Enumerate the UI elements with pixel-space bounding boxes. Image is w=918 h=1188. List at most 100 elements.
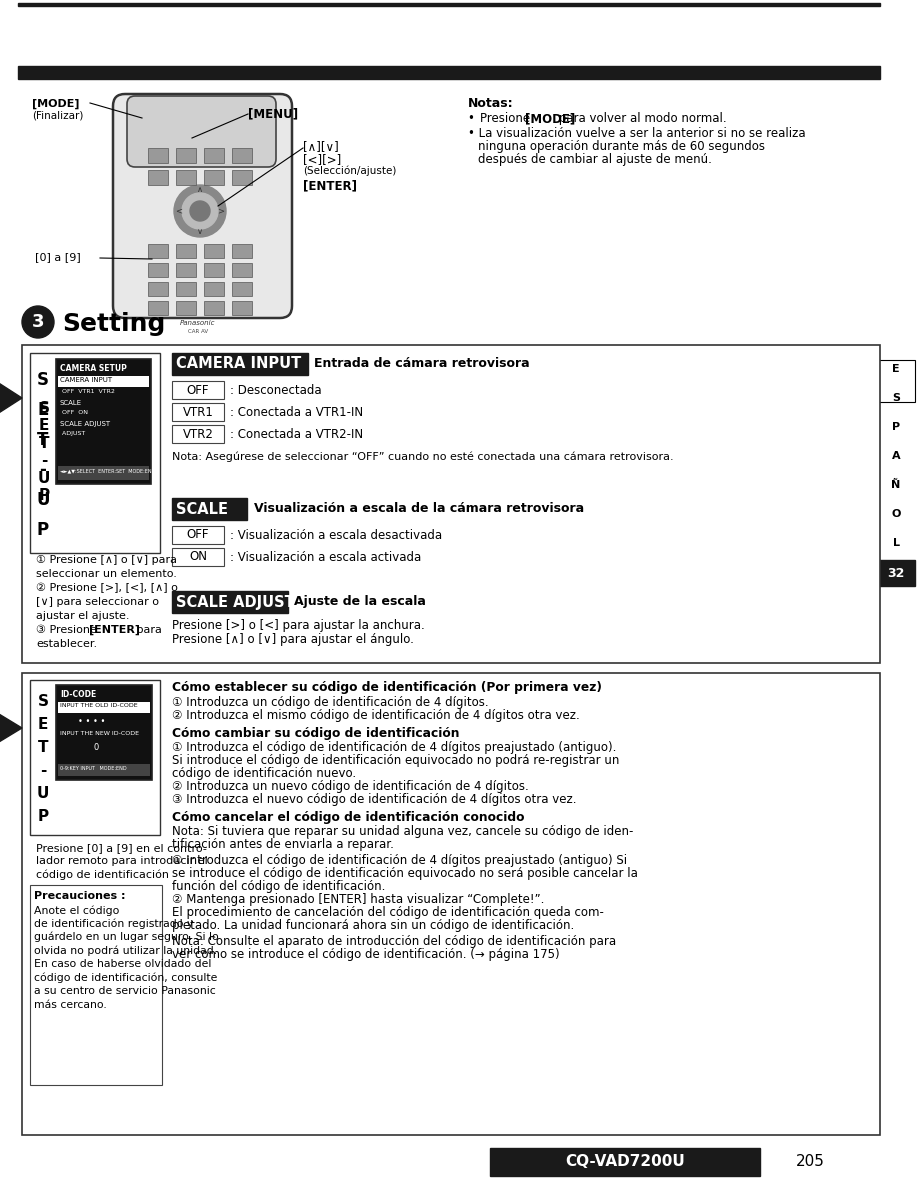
Text: [<][>]: [<][>]: [303, 153, 341, 166]
Bar: [56, 359, 151, 484]
Text: P: P: [38, 809, 49, 824]
Circle shape: [182, 192, 218, 229]
Text: >: >: [218, 207, 225, 215]
Text: S: S: [37, 371, 49, 388]
Text: a su centro de servicio Panasonic: a su centro de servicio Panasonic: [34, 986, 216, 996]
Bar: [172, 498, 247, 520]
Bar: [176, 301, 196, 315]
Text: Si introduce el código de identificación equivocado no podrá re-registrar un: Si introduce el código de identificación…: [172, 754, 620, 767]
Text: tificación antes de enviarla a reparar.: tificación antes de enviarla a reparar.: [172, 838, 394, 851]
Bar: [172, 548, 224, 565]
Bar: [172, 381, 224, 399]
Text: T: T: [38, 431, 49, 449]
Text: -: -: [39, 763, 46, 778]
Text: [∧][∨]: [∧][∨]: [303, 140, 339, 153]
Text: después de cambiar al ajuste de menú.: después de cambiar al ajuste de menú.: [478, 153, 711, 166]
Text: L: L: [892, 538, 900, 548]
Text: : Conectada a VTR1-IN: : Conectada a VTR1-IN: [230, 406, 364, 419]
Text: Notas:: Notas:: [468, 97, 514, 110]
Text: ② Introduzca un nuevo código de identificación de 4 dígitos.: ② Introduzca un nuevo código de identifi…: [172, 781, 529, 794]
Text: [∨] para seleccionar o: [∨] para seleccionar o: [36, 598, 159, 607]
Bar: [877, 560, 915, 586]
Text: ③ Presione: ③ Presione: [36, 625, 100, 636]
Polygon shape: [0, 380, 22, 416]
Text: ninguna operación durante más de 60 segundos: ninguna operación durante más de 60 segu…: [478, 140, 765, 153]
Text: : Desconectada: : Desconectada: [230, 384, 321, 397]
Bar: [148, 263, 168, 277]
Text: -: -: [39, 461, 47, 479]
Text: Anote el código: Anote el código: [34, 905, 119, 916]
Bar: [172, 403, 224, 421]
Text: 3: 3: [32, 312, 44, 331]
Bar: [204, 148, 224, 163]
Text: Ajuste de la escala: Ajuste de la escala: [294, 595, 426, 608]
Bar: [232, 148, 252, 163]
Bar: [204, 244, 224, 258]
Text: [0] a [9]: [0] a [9]: [35, 252, 81, 263]
Text: Nota: Si tuviera que reparar su unidad alguna vez, cancele su código de iden-: Nota: Si tuviera que reparar su unidad a…: [172, 824, 633, 838]
Text: S: S: [892, 393, 900, 403]
Text: [ENTER]: [ENTER]: [303, 179, 357, 192]
Text: E: E: [892, 364, 900, 374]
Text: Setting: Setting: [62, 312, 165, 336]
Text: ajustar el ajuste.: ajustar el ajuste.: [36, 611, 129, 621]
Text: SCALE ADJUST: SCALE ADJUST: [176, 594, 295, 609]
Text: • La visualización vuelve a ser la anterior si no se realiza: • La visualización vuelve a ser la anter…: [468, 127, 806, 140]
Bar: [204, 170, 224, 185]
Text: : Visualización a escala desactivada: : Visualización a escala desactivada: [230, 529, 442, 542]
Bar: [172, 425, 224, 443]
Bar: [148, 244, 168, 258]
Bar: [204, 282, 224, 296]
Text: se introduce el código de identificación equivocado no será posible cancelar la: se introduce el código de identificación…: [172, 867, 638, 880]
Text: OFF: OFF: [186, 384, 209, 397]
Text: [ENTER]: [ENTER]: [89, 625, 140, 636]
Text: ① Introduzca el código de identificación de 4 dígitos preajustado (antiguo) Si: ① Introduzca el código de identificación…: [172, 854, 627, 867]
Text: 32: 32: [888, 567, 904, 580]
Text: guárdelo en un lugar seguro. Si lo: guárdelo en un lugar seguro. Si lo: [34, 933, 218, 942]
Text: CAMERA INPUT: CAMERA INPUT: [60, 377, 112, 383]
Text: E: E: [38, 718, 48, 732]
Text: U: U: [37, 786, 50, 801]
Text: ② Introduzca el mismo código de identificación de 4 dígitos otra vez.: ② Introduzca el mismo código de identifi…: [172, 709, 580, 722]
Text: CAMERA SETUP: CAMERA SETUP: [60, 364, 127, 373]
Text: Cómo establecer su código de identificación (Por primera vez): Cómo establecer su código de identificac…: [172, 681, 602, 694]
Text: SCALE: SCALE: [60, 400, 82, 406]
Bar: [22, 345, 880, 663]
Text: para volver al modo normal.: para volver al modo normal.: [555, 112, 727, 125]
Text: Cómo cancelar el código de identificación conocido: Cómo cancelar el código de identificació…: [172, 811, 524, 824]
Text: Presione [∧] o [∨] para ajustar el ángulo.: Presione [∧] o [∨] para ajustar el ángul…: [172, 633, 414, 646]
FancyBboxPatch shape: [127, 96, 276, 168]
Text: OFF  VTR1  VTR2: OFF VTR1 VTR2: [60, 388, 115, 394]
Bar: [204, 301, 224, 315]
Text: ① Presione [∧] o [∨] para: ① Presione [∧] o [∨] para: [36, 555, 177, 565]
Circle shape: [190, 201, 210, 221]
Text: pletado. La unidad funcionará ahora sin un código de identificación.: pletado. La unidad funcionará ahora sin …: [172, 920, 575, 933]
Text: ② Presione [>], [<], [∧] o: ② Presione [>], [<], [∧] o: [36, 583, 178, 593]
Bar: [877, 360, 915, 402]
Text: ② Mantenga presionado [ENTER] hasta visualizar “Complete!”.: ② Mantenga presionado [ENTER] hasta visu…: [172, 893, 544, 906]
Text: CAR AV: CAR AV: [188, 329, 208, 334]
Text: P: P: [37, 522, 49, 539]
Text: Nota: Consulte el aparato de introducción del código de identificación para: Nota: Consulte el aparato de introducció…: [172, 935, 616, 948]
Text: código de identificación: código de identificación: [36, 868, 169, 879]
Bar: [18, 4, 880, 6]
Text: ◄►▲▼:SELECT  ENTER:SET  MODE:END: ◄►▲▼:SELECT ENTER:SET MODE:END: [60, 468, 155, 473]
Text: ON: ON: [189, 550, 207, 563]
Bar: [148, 301, 168, 315]
Text: código de identificación, consulte: código de identificación, consulte: [34, 973, 218, 982]
Text: VTR1: VTR1: [183, 405, 214, 418]
Bar: [30, 680, 160, 835]
Text: función del código de identificación.: función del código de identificación.: [172, 880, 386, 893]
Bar: [490, 1148, 760, 1176]
Bar: [30, 353, 160, 552]
Text: ① Introduzca el código de identificación de 4 dígitos preajustado (antiguo).: ① Introduzca el código de identificación…: [172, 741, 616, 754]
Bar: [148, 282, 168, 296]
Bar: [176, 148, 196, 163]
Text: S
E
T
-
U
P: S E T - U P: [38, 402, 50, 503]
Text: ∧: ∧: [197, 185, 203, 195]
Text: INPUT THE OLD ID-CODE: INPUT THE OLD ID-CODE: [60, 703, 138, 708]
Text: (Finalizar): (Finalizar): [32, 110, 84, 120]
Text: : Conectada a VTR2-IN: : Conectada a VTR2-IN: [230, 428, 364, 441]
Circle shape: [22, 307, 54, 339]
Text: En caso de haberse olvidado del: En caso de haberse olvidado del: [34, 959, 211, 969]
